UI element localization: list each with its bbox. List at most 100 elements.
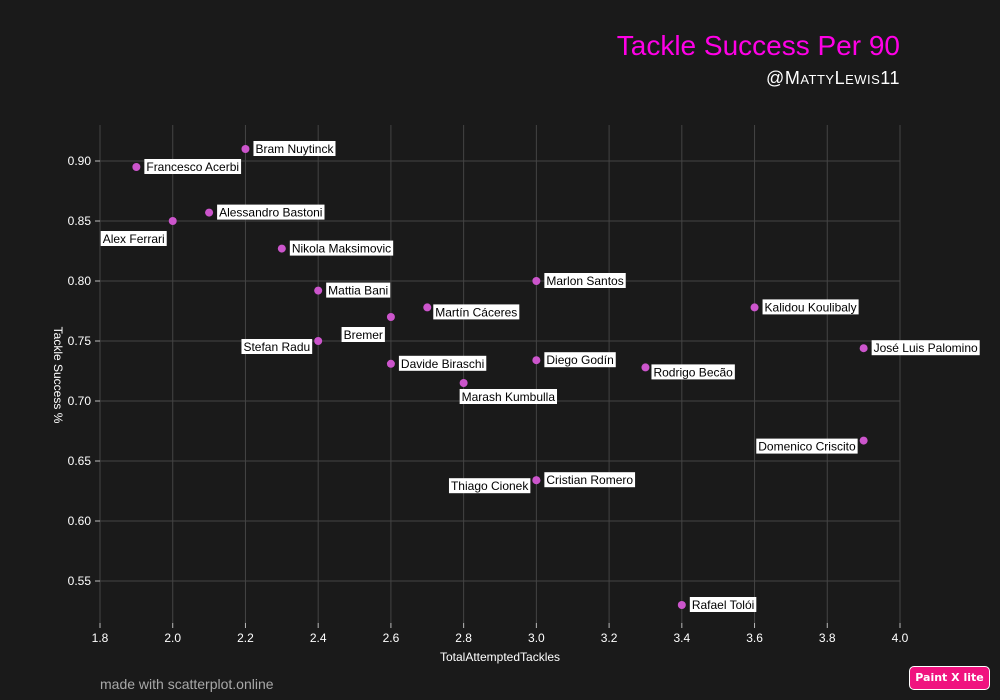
point-label-box xyxy=(341,327,385,342)
y-tick-label: 0.55 xyxy=(68,574,92,588)
x-tick-label: 2.4 xyxy=(310,631,327,645)
paint-x-lite-badge[interactable]: Paint X lite xyxy=(909,666,990,690)
scatter-point[interactable] xyxy=(532,277,541,285)
point-label-text: Rafael Tolói xyxy=(692,598,754,612)
point-label-box xyxy=(144,159,242,174)
grid-lines xyxy=(99,125,901,623)
point-label-text: Mattia Bani xyxy=(328,284,388,298)
scatter-point[interactable] xyxy=(423,303,432,312)
scatter-point[interactable] xyxy=(386,313,395,321)
scatter-point[interactable] xyxy=(532,476,541,485)
point-label: Bremer xyxy=(341,327,385,342)
point-label: Thiago Cionek xyxy=(448,478,531,494)
x-tick-label: 2.2 xyxy=(237,631,254,645)
y-axis-label: Tackle Success % xyxy=(51,327,65,424)
point-label-box xyxy=(241,339,313,354)
point-label-box xyxy=(651,364,735,380)
point-label-text: Alessandro Bastoni xyxy=(219,206,322,220)
point-label: Martín Cáceres xyxy=(433,304,520,320)
point-label: Kalidou Koulibaly xyxy=(762,299,859,315)
point-label-text: Marlon Santos xyxy=(546,274,623,288)
point-label-text: Bram Nuytinck xyxy=(255,142,334,156)
point-label: Rafael Tolói xyxy=(689,597,757,612)
point-label-box xyxy=(459,389,558,404)
scatter-point[interactable] xyxy=(859,436,868,445)
scatter-point[interactable] xyxy=(750,303,759,312)
x-tick-label: 3.2 xyxy=(601,631,618,645)
point-label-text: Bremer xyxy=(344,328,383,342)
point-label: Domenico Criscito xyxy=(756,438,858,454)
x-tick-label: 3.6 xyxy=(746,631,763,645)
axis-ticks: 1.8 2.0 2.2 2.4 2.6 2.8 3.0 3.2 3.4 3.6 3.8 4.0 0.55… xyxy=(68,154,909,645)
point-label-box xyxy=(689,597,757,612)
point-label-box xyxy=(544,352,616,368)
point-label-box xyxy=(217,204,325,220)
point-label-text: Kalidou Koulibaly xyxy=(765,300,857,314)
point-label-box xyxy=(756,438,858,454)
scatter-point[interactable] xyxy=(277,244,286,253)
x-tick-label: 2.8 xyxy=(455,631,472,645)
y-tick-label: 0.80 xyxy=(68,274,92,288)
scatter-point[interactable] xyxy=(241,145,250,153)
scatter-point[interactable] xyxy=(205,208,214,217)
x-tick-label: 3.8 xyxy=(819,631,836,645)
scatter-point[interactable] xyxy=(132,163,141,171)
point-label-box xyxy=(100,231,167,246)
chart-title: Tackle Success Per 90 xyxy=(616,30,900,61)
x-axis-label: TotalAttemptedTackles xyxy=(440,650,560,664)
point-label: Marlon Santos xyxy=(544,273,626,288)
point-label-box xyxy=(326,282,391,298)
point-label-box xyxy=(544,273,626,288)
point-label: Mattia Bani xyxy=(326,282,391,298)
point-label: Nikola Maksimovic xyxy=(289,240,394,256)
x-tick-label: 2.0 xyxy=(164,631,181,645)
scatter-point[interactable] xyxy=(677,601,686,609)
y-tick-label: 0.65 xyxy=(68,454,92,468)
point-label: Alessandro Bastoni xyxy=(217,204,325,220)
point-label-text: Nikola Maksimovic xyxy=(292,242,391,256)
point-label-text: Martín Cáceres xyxy=(435,305,517,319)
point-label: Davide Biraschi xyxy=(398,355,487,371)
x-tick-label: 3.0 xyxy=(528,631,545,645)
x-tick-label: 3.4 xyxy=(673,631,690,645)
y-tick-label: 0.75 xyxy=(68,334,92,348)
scatter-point[interactable] xyxy=(859,344,868,353)
y-tick-label: 0.85 xyxy=(68,214,92,228)
point-label: Alex Ferrari xyxy=(100,231,167,246)
scatter-point[interactable] xyxy=(314,286,323,295)
y-tick-label: 0.90 xyxy=(68,154,92,168)
scatter-point[interactable] xyxy=(641,363,650,372)
point-label: Rodrigo Becão xyxy=(651,364,735,380)
scatter-point[interactable] xyxy=(168,217,177,225)
point-label-box xyxy=(289,240,394,256)
y-tick-label: 0.70 xyxy=(68,394,92,408)
point-label-text: Francesco Acerbi xyxy=(146,160,239,174)
point-label-box xyxy=(544,472,636,488)
point-label-text: Thiago Cionek xyxy=(451,479,529,493)
point-label-text: Domenico Criscito xyxy=(758,440,856,454)
point-label: José Luis Palomino xyxy=(871,340,980,356)
point-label-box xyxy=(871,340,980,356)
point-label-text: José Luis Palomino xyxy=(874,341,978,355)
scatter-point[interactable] xyxy=(459,379,468,387)
point-label-text: Davide Biraschi xyxy=(401,357,484,371)
point-label-text: Diego Godín xyxy=(546,353,613,367)
point-label-box xyxy=(398,355,487,371)
x-tick-label: 2.6 xyxy=(383,631,400,645)
point-label-text: Cristian Romero xyxy=(546,473,633,487)
point-label: Marash Kumbulla xyxy=(459,389,558,404)
footer-credit[interactable]: made with scatterplot.online xyxy=(100,676,274,692)
point-label-text: Stefan Radu xyxy=(243,340,310,354)
scatter-point[interactable] xyxy=(532,356,541,365)
point-label: Bram Nuytinck xyxy=(253,141,336,156)
point-label: Francesco Acerbi xyxy=(144,159,242,174)
point-labels: Bram Nuytinck Francesco Acerbi Alessandro … xyxy=(100,141,980,612)
chart-subtitle: @MattyLewis11 xyxy=(766,68,900,88)
point-label-box xyxy=(253,141,336,156)
x-tick-label: 4.0 xyxy=(892,631,909,645)
scatter-point[interactable] xyxy=(386,359,395,368)
y-tick-label: 0.60 xyxy=(68,514,92,528)
point-label-text: Rodrigo Becão xyxy=(653,365,733,379)
scatter-point[interactable] xyxy=(314,337,323,345)
